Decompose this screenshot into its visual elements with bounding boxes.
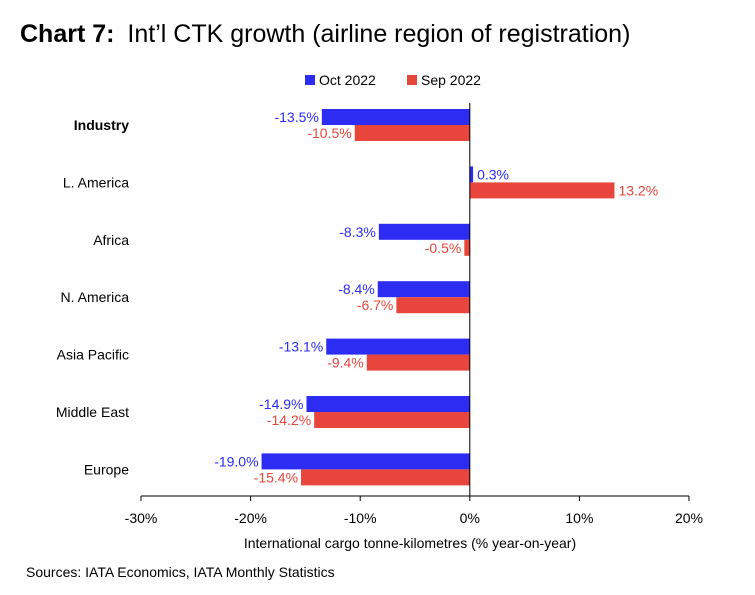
chart-title-text: Int’l CTK growth (airline region of regi…: [127, 20, 630, 48]
legend-label-1: Oct 2022: [319, 72, 376, 88]
data-label: -14.9%: [259, 396, 303, 412]
x-tick-label: 0%: [460, 510, 480, 526]
category-label: Europe: [84, 461, 129, 477]
category-label: N. America: [61, 289, 130, 305]
legend-swatch-1: [305, 75, 315, 85]
x-tick-label: -20%: [234, 510, 267, 526]
category-label: Asia Pacific: [57, 347, 129, 363]
x-tick-label: 20%: [675, 510, 703, 526]
x-tick-label: -30%: [125, 510, 158, 526]
bar-2: [469, 182, 615, 199]
data-label: -10.5%: [307, 125, 351, 141]
bar-1: [378, 223, 470, 240]
x-tick-label: -10%: [344, 510, 377, 526]
data-label: -15.4%: [254, 469, 298, 485]
plot-area: Industry -13.5%-10.5% L. America 0.3% 13.2% A…: [56, 103, 658, 496]
bar-2: [354, 125, 470, 141]
data-label: -14.2%: [267, 412, 311, 428]
bar-2: [366, 354, 470, 371]
data-label: -13.5%: [274, 109, 318, 125]
data-label: 0.3%: [477, 166, 509, 182]
legend: Oct 2022 Sep 2022: [305, 72, 481, 88]
bar-1: [261, 453, 470, 470]
chart-title-prefix: Chart 7:: [20, 20, 114, 48]
data-label: -19.0%: [214, 453, 258, 469]
bar-1: [306, 396, 470, 412]
data-label: -8.3%: [339, 224, 376, 240]
bar-2: [314, 412, 470, 428]
category-label: Africa: [93, 232, 129, 248]
data-label: -9.4%: [327, 355, 364, 371]
bar-2: [301, 469, 470, 486]
data-label: -0.5%: [425, 240, 462, 256]
data-label: 13.2%: [618, 182, 658, 198]
data-label: -8.4%: [338, 281, 375, 297]
bar-1: [321, 109, 470, 125]
bar-1: [469, 166, 474, 183]
x-axis: -30% -20% -10% 0% 10% 20%: [125, 495, 703, 526]
category-label: Middle East: [56, 404, 129, 420]
bar-2: [464, 239, 470, 256]
chart-title: Chart 7: Int’l CTK growth (airline regio…: [20, 20, 630, 48]
data-label: -13.1%: [279, 339, 323, 355]
legend-label-2: Sep 2022: [421, 72, 481, 88]
bar-1: [377, 281, 470, 298]
bar-1: [326, 338, 470, 355]
legend-swatch-2: [407, 75, 417, 85]
source-note: Sources: IATA Economics, IATA Monthly St…: [26, 564, 335, 580]
x-axis-label: International cargo tonne-kilometres (% …: [244, 535, 576, 551]
category-label: L. America: [63, 174, 129, 190]
bar-2: [396, 297, 470, 314]
data-label: -6.7%: [357, 297, 394, 313]
x-tick-label: 10%: [565, 510, 593, 526]
category-label: Industry: [74, 117, 129, 133]
